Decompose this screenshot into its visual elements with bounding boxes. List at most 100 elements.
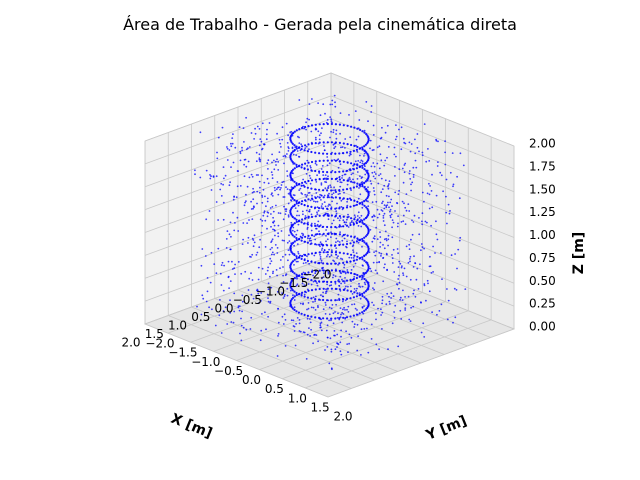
ring-point	[290, 214, 293, 217]
ring-point	[314, 298, 317, 301]
scatter-point	[360, 225, 363, 228]
ring-point	[301, 145, 304, 148]
ring-point	[358, 165, 361, 169]
scatter-point	[350, 257, 353, 259]
scatter-point	[320, 207, 323, 209]
scatter-point	[360, 159, 363, 162]
scatter-point	[250, 200, 253, 203]
scatter-point	[418, 150, 420, 153]
scatter-point	[346, 240, 348, 243]
scatter-point	[352, 251, 355, 254]
scatter-point	[230, 166, 232, 169]
ring-point	[318, 280, 321, 283]
ring-point	[345, 261, 349, 264]
scatter-point	[303, 127, 305, 130]
scatter-point	[358, 282, 360, 285]
scatter-point	[312, 301, 314, 303]
ring-point	[350, 253, 353, 256]
ring-point	[345, 188, 349, 191]
scatter-point	[301, 193, 304, 195]
scatter-point	[334, 348, 337, 351]
scatter-point	[328, 192, 330, 195]
scatter-point	[284, 345, 287, 347]
scatter-point	[322, 308, 325, 311]
ring-point	[314, 243, 317, 246]
scatter-point	[387, 187, 390, 190]
scatter-point	[464, 288, 467, 290]
scatter-point	[320, 277, 323, 280]
x-axis-label: X [m]	[169, 411, 215, 442]
ring-point	[297, 183, 300, 186]
scatter-point	[315, 227, 318, 230]
ring-point	[314, 160, 317, 163]
ring-point	[355, 258, 358, 261]
ring-point	[349, 242, 352, 245]
scatter-point	[374, 254, 377, 257]
scatter-point	[310, 239, 312, 242]
scatter-point	[299, 254, 301, 257]
scatter-point	[276, 355, 279, 357]
scatter-point	[305, 128, 307, 131]
scatter-point	[324, 174, 327, 177]
scatter-point	[272, 210, 275, 213]
scatter-point	[411, 181, 414, 184]
ring-point	[334, 251, 337, 254]
scatter-point	[321, 203, 324, 205]
scatter-point	[298, 142, 301, 145]
scatter-point	[328, 306, 331, 309]
ring-point	[346, 197, 349, 201]
scatter-point	[347, 311, 350, 313]
scatter-point	[301, 232, 303, 235]
scatter-point	[339, 341, 342, 344]
x-tick-label: 1.5	[145, 327, 164, 341]
scatter-point	[288, 234, 290, 237]
scatter-point	[267, 315, 269, 318]
ring-point	[290, 287, 293, 290]
scatter-point	[220, 332, 223, 334]
ring-point	[346, 252, 349, 255]
scatter-point	[357, 211, 360, 214]
scatter-point	[347, 178, 350, 181]
ring-point	[322, 141, 325, 144]
ring-point	[346, 271, 349, 274]
ring-point	[310, 315, 313, 318]
scatter-point	[331, 304, 334, 306]
scatter-point	[331, 193, 333, 196]
ring-point	[322, 170, 325, 173]
scatter-point	[264, 195, 266, 198]
scatter-point	[320, 261, 323, 264]
scatter-point	[363, 155, 365, 157]
scatter-point	[287, 202, 290, 205]
scatter-point	[439, 171, 442, 174]
ring-point	[318, 214, 321, 217]
scatter-point	[238, 126, 241, 128]
scatter-point	[339, 307, 342, 309]
scatter-point	[226, 159, 229, 161]
scatter-point	[314, 222, 316, 225]
ring-point	[363, 236, 366, 239]
ring-point	[318, 196, 321, 199]
scatter-point	[242, 127, 245, 129]
ring-point	[306, 296, 309, 299]
ring-point	[291, 161, 294, 164]
ring-point	[334, 171, 337, 174]
scatter-point	[269, 257, 272, 260]
ring-point	[342, 270, 345, 273]
scatter-point	[286, 188, 289, 191]
scatter-point	[313, 334, 315, 336]
scatter-point	[331, 169, 334, 172]
scatter-point	[350, 269, 353, 271]
scatter-point	[222, 289, 225, 292]
scatter-point	[237, 261, 240, 263]
scatter-point	[382, 257, 384, 259]
ring-point	[330, 232, 333, 235]
scatter-point	[295, 323, 297, 325]
scatter-point	[367, 120, 369, 123]
scatter-point	[337, 240, 339, 243]
scatter-point	[274, 229, 276, 232]
scatter-point	[247, 242, 249, 244]
ring-point	[330, 196, 333, 199]
ring-point	[314, 123, 317, 126]
ring-point	[334, 178, 337, 181]
ring-point	[361, 130, 364, 133]
